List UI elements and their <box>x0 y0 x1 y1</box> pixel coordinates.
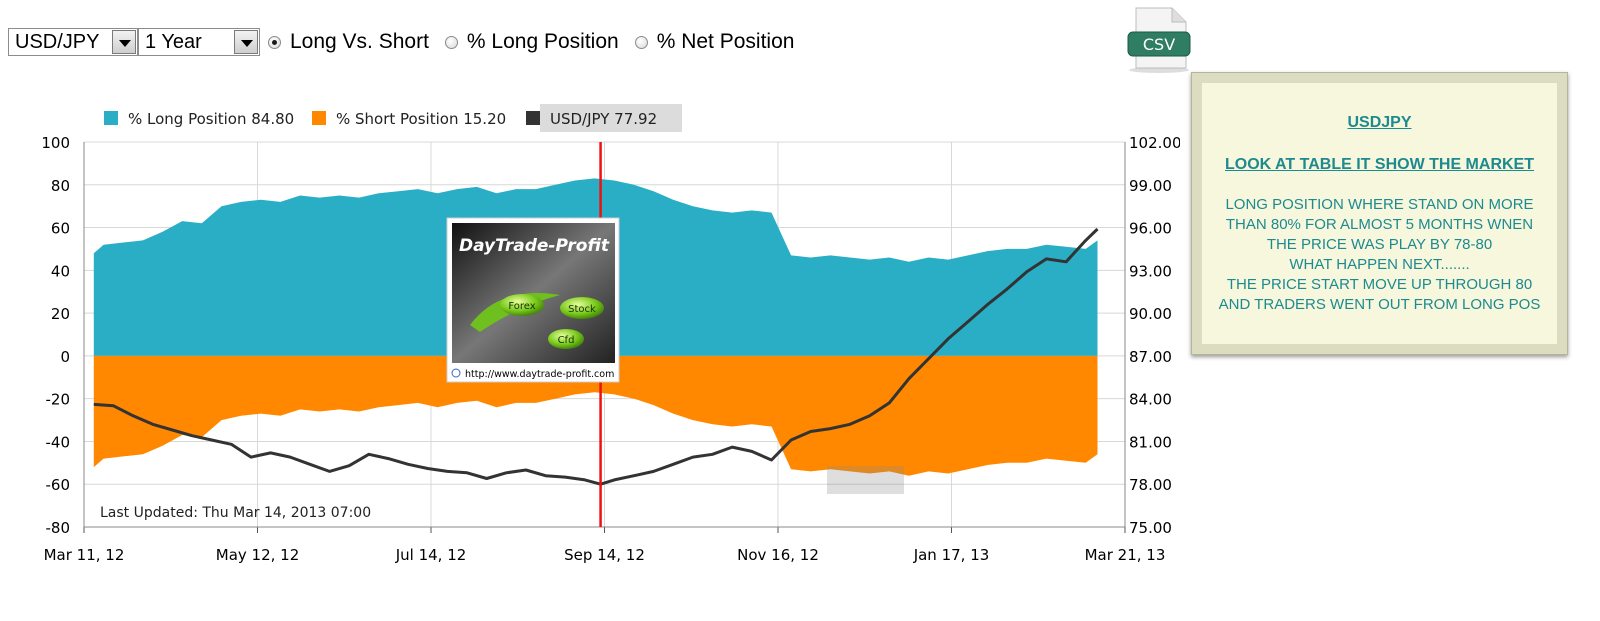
y-left-tick-label: -40 <box>46 433 71 451</box>
note-line: THE PRICE START MOVE UP THROUGH 80 <box>1226 276 1533 293</box>
radio-label: Long Vs. Short <box>290 30 429 53</box>
bubble-stock <box>560 297 604 319</box>
bubble-forex <box>500 294 544 316</box>
note-line: THE PRICE WAS PLAY BY 78-80 <box>1266 236 1493 253</box>
globe-icon <box>451 368 461 378</box>
note-line: AND TRADERS WENT OUT FROM LONG POS <box>1218 296 1541 313</box>
bubble-label: Cfd <box>558 335 575 346</box>
legend-label[interactable]: % Short Position 15.20 <box>336 110 506 128</box>
radio-button-icon[interactable] <box>634 35 648 49</box>
radio-label: % Long Position <box>466 30 619 53</box>
radio-button-icon[interactable] <box>444 35 458 49</box>
y-left-tick-label: -20 <box>46 391 71 409</box>
period-select[interactable]: 1 Year <box>138 28 260 56</box>
csv-badge <box>1127 31 1191 57</box>
note-body: LONG POSITION WHERE STAND ON MORE THAN 8… <box>1192 195 1567 315</box>
note-line: WHAT HAPPEN NEXT....... <box>1289 256 1470 273</box>
file-corner <box>1171 8 1186 23</box>
y-right-tick-label: 102.00 <box>1129 134 1180 152</box>
x-tick-label: May 12, 12 <box>216 546 300 564</box>
y-right-tick-label: 75.00 <box>1129 519 1172 537</box>
y-left-tick-label: -80 <box>46 519 71 537</box>
radio-net-position[interactable]: % Net Position <box>634 30 795 54</box>
x-tick-label: Mar 21, 13 <box>1085 546 1166 564</box>
chevron-down-icon[interactable] <box>234 30 258 54</box>
logo-background <box>452 223 615 363</box>
y-right-tick-label: 87.00 <box>1129 348 1172 366</box>
legend-label[interactable]: USD/JPY 77.92 <box>550 110 657 128</box>
x-tick-label: Nov 16, 12 <box>737 546 819 564</box>
chart-legend: % Long Position 84.80 % Short Position 15… <box>104 104 682 132</box>
y-right-tick-label: 93.00 <box>1129 262 1172 280</box>
x-tick-label: Mar 11, 12 <box>44 546 125 564</box>
y-left-tick-label: 100 <box>41 134 70 152</box>
pair-select-value: USD/JPY <box>15 31 100 53</box>
position-chart: 100 102.00 80 99.00 60 96.00 40 93.00 20 90.00 0 87… <box>41 104 1180 564</box>
y-right-tick-label: 84.00 <box>1129 391 1172 409</box>
y-left-tick-label: 40 <box>51 262 70 280</box>
daytrade-profit-logo: DayTrade-Profit Forex Stock Cfd http://w… <box>446 217 620 383</box>
csv-export-button[interactable]: CSV <box>1126 6 1192 74</box>
note-line: LONG POSITION WHERE STAND ON MORE <box>1225 196 1534 213</box>
csv-label: CSV <box>1143 35 1175 54</box>
y-right-tick-label: 81.00 <box>1129 433 1172 451</box>
logo-url: http://www.daytrade-profit.com <box>465 369 614 380</box>
y-left-tick-label: 0 <box>60 348 70 366</box>
legend-swatch <box>312 111 326 125</box>
legend-item-highlight <box>540 104 682 132</box>
radio-long-vs-short[interactable]: Long Vs. Short <box>268 30 429 54</box>
y-right-tick-label: 90.00 <box>1129 305 1172 323</box>
note-line: THAN 80% FOR ALMOST 5 MONTHS WNEN <box>1225 216 1534 233</box>
last-updated: Last Updated: Thu Mar 14, 2013 07:00 <box>100 505 371 521</box>
radio-button-icon[interactable] <box>268 35 281 49</box>
note-title: USDJPY <box>1347 114 1412 131</box>
y-left-tick-label: 60 <box>51 220 70 238</box>
logo-title: DayTrade-Profit <box>459 236 610 256</box>
legend-swatch <box>104 111 118 125</box>
pair-select[interactable]: USD/JPY <box>8 28 138 56</box>
y-left-tick-label: 80 <box>51 177 70 195</box>
logo-url-bar <box>449 366 617 381</box>
period-select-value: 1 Year <box>145 31 202 53</box>
y-left-tick-label: 20 <box>51 305 70 323</box>
radio-label: % Net Position <box>656 30 795 53</box>
legend-swatch <box>526 111 540 125</box>
short-position-area <box>93 355 1098 476</box>
y-right-tick-label: 78.00 <box>1129 476 1172 494</box>
chart-overlay <box>827 466 904 494</box>
note-subtitle: LOOK AT TABLE IT SHOW THE MARKET <box>1224 156 1534 173</box>
leaf-icon <box>470 293 560 332</box>
bubble-label: Stock <box>568 304 596 315</box>
bubble-cfd <box>548 329 584 349</box>
y-right-tick-label: 96.00 <box>1129 220 1172 238</box>
controls-bar: USD/JPY 1 Year Long Vs. Short % Long Pos… <box>8 27 794 57</box>
bubble-label: Forex <box>508 301 535 312</box>
legend-label[interactable]: % Long Position 84.80 <box>128 110 294 128</box>
x-tick-label: Jan 17, 13 <box>913 546 990 564</box>
x-tick-label: Jul 14, 12 <box>395 546 467 564</box>
x-tick-label: Sep 14, 12 <box>564 546 645 564</box>
y-left-tick-label: -60 <box>46 476 71 494</box>
radio-long-position[interactable]: % Long Position <box>444 30 619 54</box>
y-right-tick-label: 99.00 <box>1129 177 1172 195</box>
chevron-down-icon[interactable] <box>112 30 136 54</box>
selection-highlight <box>827 466 904 494</box>
annotation-note: USDJPY LOOK AT TABLE IT SHOW THE MARKET … <box>1191 72 1568 355</box>
